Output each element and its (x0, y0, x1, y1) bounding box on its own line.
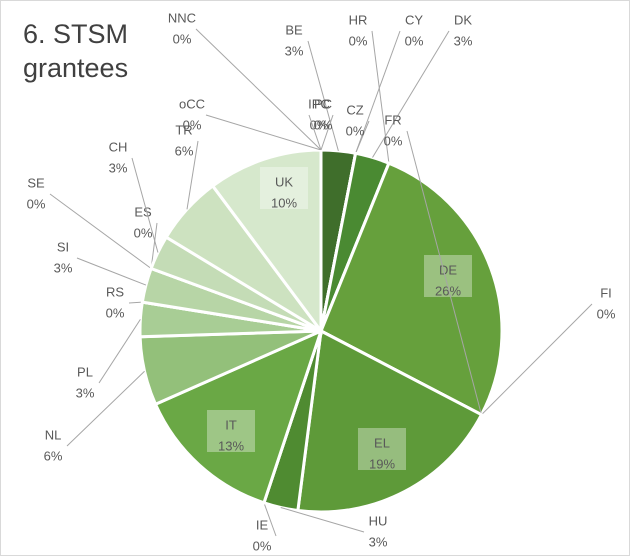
slice-value-label: 0% (314, 117, 333, 132)
slice-label: PL (77, 364, 93, 379)
slice-label: UK (275, 174, 293, 189)
slice-value-label: 0% (183, 117, 202, 132)
slice-label: IPC (308, 96, 330, 111)
slice-value-label: 3% (54, 260, 73, 275)
leader-line (195, 28, 322, 151)
slice-value-label: 3% (109, 160, 128, 175)
leader-line (186, 140, 199, 210)
slice-value-label: 6% (175, 143, 194, 158)
pie-slice (296, 328, 484, 514)
label-box (424, 255, 472, 297)
chart-title: 6. STSM grantees (23, 19, 129, 83)
leader-line (98, 319, 141, 384)
slice-value-label: 3% (76, 385, 95, 400)
slice-label: IT (225, 417, 237, 432)
leader-line (66, 370, 145, 447)
slice-value-label: 0% (597, 306, 616, 321)
leader-line (150, 222, 158, 269)
pie-slice (153, 328, 324, 505)
leader-line (307, 40, 339, 151)
slice-label: CH (109, 139, 128, 154)
leader-line (355, 30, 401, 154)
slice-label: SE (27, 175, 45, 190)
slice-label: TR (175, 122, 192, 137)
slice-value-label: 0% (349, 33, 368, 48)
slice-label: BE (285, 22, 303, 37)
leader-line (205, 114, 322, 151)
leader-line (320, 114, 334, 151)
slice-label: NNC (168, 10, 196, 25)
slice-label: DE (439, 262, 457, 277)
slice-value-label: 3% (454, 33, 473, 48)
slice-value-label: 0% (346, 123, 365, 138)
slice-value-label: 0% (253, 538, 272, 553)
slice-label: HR (349, 12, 368, 27)
label-box (207, 410, 255, 452)
slice-value-label: 26% (435, 283, 461, 298)
slice-label: CY (405, 12, 423, 27)
slice-label: HU (369, 513, 388, 528)
slice-value-label: 0% (405, 33, 424, 48)
slice-value-label: 6% (44, 448, 63, 463)
label-box (358, 428, 406, 470)
slice-label: RS (106, 284, 124, 299)
label-box (260, 167, 308, 209)
leader-line (481, 303, 593, 416)
slice-label: NL (45, 427, 62, 442)
pie-slice (210, 148, 323, 336)
slice-value-label: 10% (271, 195, 297, 210)
slice-label: ES (134, 204, 152, 219)
slice-value-label: 19% (369, 456, 395, 471)
slice-value-label: 13% (218, 438, 244, 453)
slice-label: oCC (179, 96, 205, 111)
slice-value-label: 0% (134, 225, 153, 240)
slice-label: CZ (346, 102, 363, 117)
slice-label: DK (454, 12, 472, 27)
leader-line (280, 506, 365, 533)
leader-line (131, 157, 159, 253)
slice-label: EL (374, 435, 390, 450)
leader-line (263, 502, 277, 537)
leader-line (406, 130, 482, 415)
slice-value-label: 3% (285, 43, 304, 58)
slice-value-label: 3% (369, 534, 388, 549)
slice-label: FI (600, 285, 612, 300)
slice-value-label: 0% (106, 305, 125, 320)
leader-line (371, 30, 390, 164)
leader-line (76, 257, 147, 286)
slice-label: FR (384, 112, 401, 127)
slice-value-label: 0% (310, 117, 329, 132)
leader-line (128, 301, 143, 304)
slice-value-label: 0% (27, 196, 46, 211)
slice-label: IE (256, 517, 269, 532)
slice-value-label: 0% (173, 31, 192, 46)
slice-label: PC (314, 96, 332, 111)
leader-line (49, 193, 152, 269)
slice-label: SI (57, 239, 69, 254)
leader-line (355, 120, 370, 154)
leader-line (308, 114, 322, 151)
slice-value-label: 0% (384, 133, 403, 148)
